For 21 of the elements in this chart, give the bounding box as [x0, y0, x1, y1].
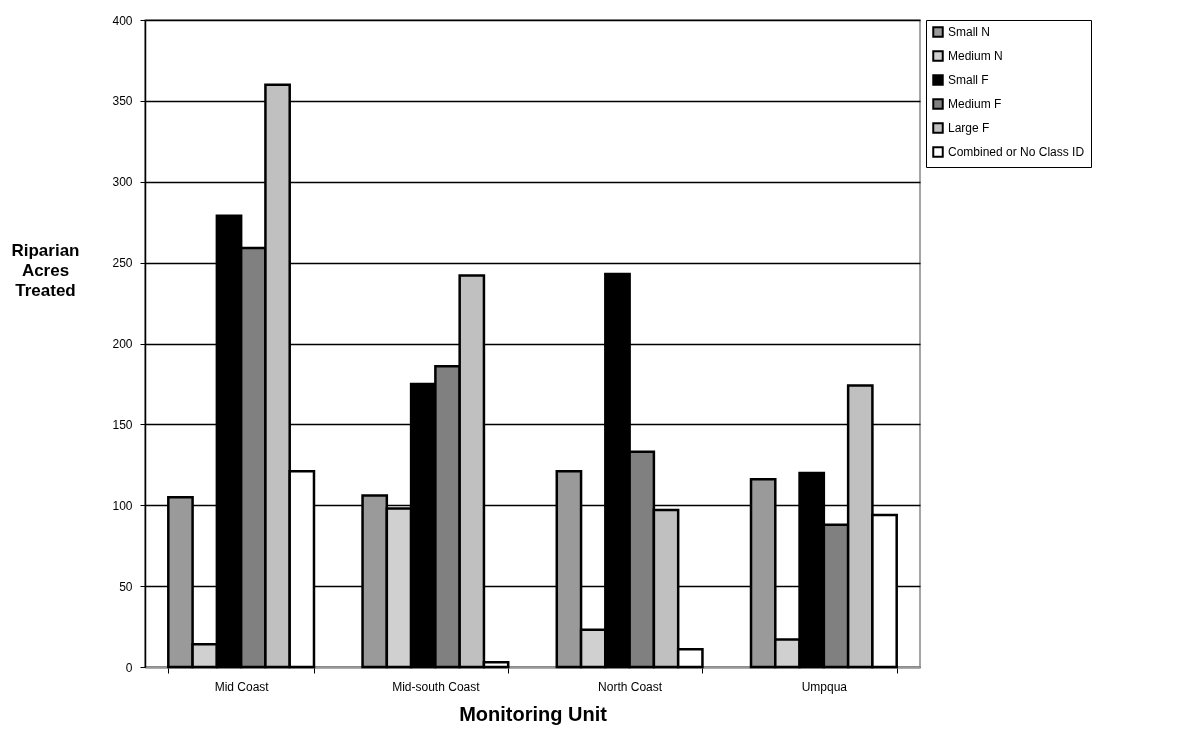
y-tick-label: 200: [112, 337, 133, 351]
x-tick-label: Umpqua: [801, 679, 848, 694]
legend-label: Large F: [948, 121, 990, 135]
legend-label: Medium N: [948, 49, 1003, 63]
y-tick-label: 300: [112, 175, 133, 190]
legend-label: Small N: [948, 25, 991, 39]
legend-label: Combined or No Class ID: [948, 145, 1085, 159]
legend-label: Small F: [948, 73, 989, 87]
legend-label: Medium F: [948, 97, 1002, 111]
y-tick-label: 150: [112, 417, 133, 432]
y-tick-label: 50: [119, 579, 133, 594]
x-tick-label: Mid-south Coast: [392, 679, 481, 694]
y-tick-label: 100: [112, 498, 133, 513]
y-tick-label: 0: [125, 660, 133, 675]
x-tick-label: Mid Coast: [214, 679, 270, 694]
y-tick-label: 400: [112, 13, 133, 28]
y-axis-title: Riparian Acres Treated: [11, 240, 80, 300]
y-tick-label: 350: [112, 94, 133, 109]
x-axis-title: Monitoring Unit: [459, 702, 608, 725]
x-tick-label: North Coast: [598, 679, 663, 694]
y-tick-label: 250: [112, 256, 133, 271]
